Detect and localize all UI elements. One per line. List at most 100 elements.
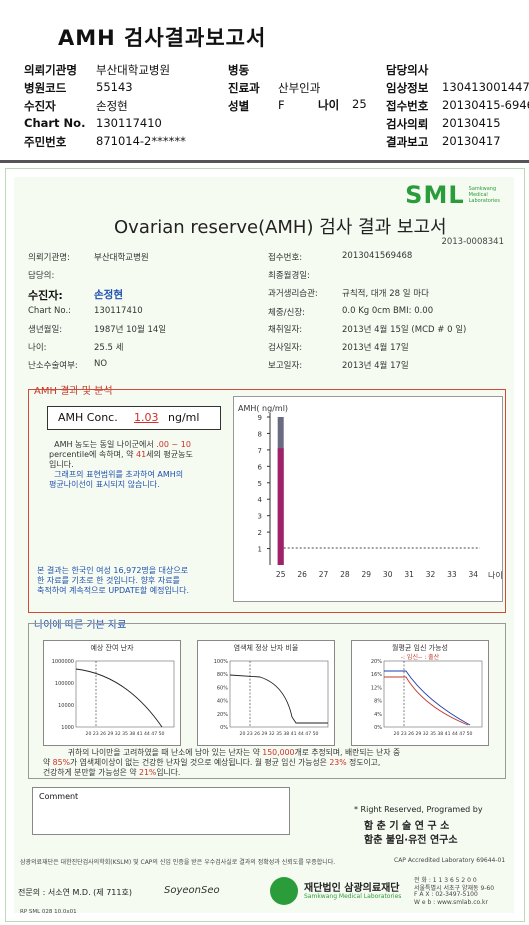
patient-field-value: 130117410 [94, 306, 143, 316]
sample-field-value: 2013년 4월 15일 (MCD # 0 일) [342, 325, 467, 335]
mini-x-ticks: 20 23 26 29 32 35 38 41 44 47 50 [86, 731, 165, 737]
sample-field-value: 2013년 4월 17일 [342, 361, 409, 371]
x-tick-label: 33 [447, 570, 457, 579]
form-code: RP SML 028 10.0x01 [20, 909, 77, 915]
y-tick-label: 2 [258, 529, 262, 537]
bar-amh [277, 448, 284, 565]
sample-field-label: 접수번호: [268, 253, 303, 263]
amh-value: 1.03 [134, 411, 159, 424]
y-tick-label: 5 [258, 480, 262, 488]
mini-y-tick: 8% [374, 699, 382, 705]
header-key: 결과보고 [386, 135, 429, 149]
mini-y-tick: 0% [374, 725, 382, 731]
amh-concentration-box: AMH Conc. 1.03 ng/ml [47, 406, 221, 430]
mini-y-tick: 16% [371, 672, 382, 678]
mini-y-tick: 40% [217, 699, 228, 705]
mini-y-tick: 20% [371, 659, 382, 665]
header-key: 수진자 [24, 99, 56, 113]
report-sheet: SML Samkwang Medical Laboratories Ovarian … [5, 168, 525, 922]
y-tick-label: 4 [258, 496, 263, 504]
mini-x-ticks: 20 23 26 29 32 35 38 41 44 47 50 [240, 731, 319, 737]
foundation-name: 재단법인 삼광의료재단 [304, 883, 400, 894]
patient-field-label: 수진자: [28, 289, 63, 302]
mini-frame [229, 660, 329, 728]
patient-field-value: 1987년 10월 14일 [94, 325, 167, 335]
rights-text: * Right Reserved, Programed by [354, 805, 483, 814]
foundation-tel: 전 화 : 1 1 3 6 5 2 0 0 [414, 877, 477, 884]
y-tick-label: 3 [258, 513, 262, 521]
mini-y-tick: 1000000 [52, 659, 74, 665]
header-value: 871014-2****** [96, 134, 186, 148]
age-data-section: 예상 잔여 난자 1000000 100000 10000 1000 20 23 26 2… [28, 623, 506, 779]
header-divider [0, 160, 529, 163]
sample-field-label: 과거생리습관: [268, 289, 318, 299]
institute-1: 함 춘 기 술 연 구 소 [364, 821, 450, 832]
header-key: 검사의뢰 [386, 117, 429, 131]
x-tick-label: 28 [340, 570, 350, 579]
document-number: 2013-0008341 [441, 237, 504, 247]
header-value: 20130415-6946 [442, 98, 529, 112]
mini-frame [383, 660, 483, 728]
foundation-logo-icon [270, 877, 298, 905]
report-title: Ovarian reserve(AMH) 검사 결과 보고서 [114, 217, 447, 238]
mini-curve [384, 670, 471, 726]
sample-field-value: 2013년 4월 17일 [342, 343, 409, 353]
sample-field-value: 0.0 Kg 0cm BMI: 0.00 [342, 306, 434, 316]
pregnancy-chance-chart: 월평균 임신 가능성 -: 임신-- : 출산 20% 16% 12% 8% 4% 0% 20 … [351, 640, 489, 746]
header-key: 병원코드 [24, 81, 67, 95]
mini-chart-title: 염색체 정상 난자 비율 [234, 643, 299, 652]
foundation-address: 서울특별시 서초구 양재동 9-60 [414, 885, 495, 892]
patient-field-value: NO [94, 359, 108, 369]
y-tick-label: 9 [258, 414, 262, 422]
header-key: 의뢰기관명 [24, 63, 77, 77]
header-value: F [278, 98, 285, 112]
sample-field-label: 최종월경일: [268, 271, 310, 281]
patient-field-value: 손정현 [94, 289, 123, 301]
sample-field-label: 검사일자: [268, 343, 303, 353]
mini-curve [75, 668, 163, 728]
mini-frame [75, 660, 175, 728]
patient-field-value: 부산대학교병원 [94, 253, 149, 263]
header-key: 접수번호 [386, 99, 429, 113]
mini-curve-birth [384, 676, 469, 726]
header-value: 130117410 [96, 116, 162, 130]
mini-y-tick: 12% [371, 685, 382, 691]
x-tick-label: 32 [426, 570, 436, 579]
amh-result-section: AMH Conc. 1.03 ng/ml AMH 농도는 동일 나이군에서 .0… [28, 389, 506, 613]
mini-y-tick: 1000 [61, 725, 74, 731]
footer-notice: 삼광의료재단은 대한진단검사의학회(KSLM) 및 CAP의 신임 인증을 받은… [20, 859, 336, 866]
sample-field-label: 체중/신장: [268, 308, 306, 318]
amh-note: 본 결과는 한국인 여성 16,972명을 대상으로 한 자료를 기초로 한 것… [37, 566, 190, 595]
report-body: SML Samkwang Medical Laboratories Ovarian … [14, 177, 514, 913]
y-axis-label: AMH( ng/ml) [238, 404, 288, 413]
mini-y-tick: 60% [217, 685, 228, 691]
header-value: 130413001447 [442, 80, 529, 94]
normal-chromosome-chart: 염색체 정상 난자 비율 100% 80% 60% 40% 20% 0% 20 23 26 2… [197, 640, 335, 746]
header-value: 55143 [96, 80, 133, 94]
y-tick-label: 1 [258, 546, 262, 554]
remaining-eggs-chart: 예상 잔여 난자 1000000 100000 10000 1000 20 23 26 2… [43, 640, 181, 746]
header-key: 병동 [228, 63, 250, 77]
foundation-english: Samkwang Medical Laboratories [304, 893, 402, 900]
y-tick-label: 7 [258, 447, 262, 455]
mini-y-tick: 100000 [55, 681, 74, 687]
header-value: 손정현 [96, 99, 128, 113]
foundation-fax: F A X : 02-3497-5100 [414, 891, 478, 898]
doctor-signature: SoyeonSeo [164, 885, 220, 896]
header-key: 주민번호 [24, 135, 67, 149]
header-key: 성별 [228, 99, 250, 113]
amh-description: AMH 농도는 동일 나이군에서 .00 ~ 10 percentile에 속하… [49, 440, 193, 489]
mini-y-tick: 10000 [58, 703, 74, 709]
x-tick-label: 34 [469, 570, 479, 579]
mini-chart-legend: -: 임신-- : 출산 [401, 653, 440, 661]
x-axis-label: 나이 [488, 570, 502, 580]
y-tick-label: 6 [258, 463, 263, 471]
age-value: 25 [352, 97, 367, 111]
age-label: 나이 [318, 98, 340, 112]
x-tick-label: 26 [297, 570, 307, 579]
cap-accreditation: CAP Accredited Laboratory 69644-01 [394, 857, 506, 864]
mini-y-tick: 100% [214, 659, 229, 665]
header-value: 20130417 [442, 134, 501, 148]
mini-y-tick: 4% [374, 712, 382, 718]
